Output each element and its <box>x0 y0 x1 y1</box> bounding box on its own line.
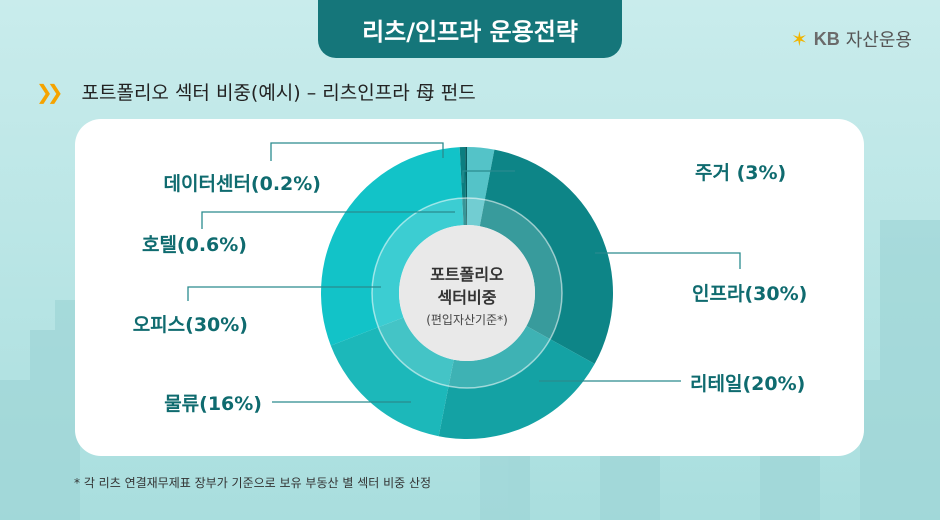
leader-line-5 <box>201 211 455 229</box>
leader-line-4 <box>187 286 381 301</box>
slice-label-4: 오피스(30%) <box>133 314 248 336</box>
center-label-line3: (편입자산기준*) <box>426 313 508 327</box>
center-label-line2: 섹터비중 <box>438 288 497 307</box>
slice-label-3: 물류(16%) <box>164 393 262 415</box>
donut-slice-6 <box>465 147 467 226</box>
leader-line-6 <box>270 142 444 161</box>
logo-text: 자산운용 <box>845 30 912 51</box>
brand-logo: ✶ KB 자산운용 <box>791 26 912 52</box>
kb-star-icon: ✶ <box>790 27 808 51</box>
chart-card: 포트폴리오 섹터비중 (편입자산기준*) 주거 (3%) 인프라(30%) 리테일(… <box>75 119 864 456</box>
leader-line-0 <box>462 170 515 183</box>
section-heading-text: 포트폴리오 섹터 비중(예시) – 리츠인프라 母 펀드 <box>81 82 476 104</box>
footnote: * 각 리츠 연결재무제표 장부가 기준으로 보유 부동산 별 섹터 비중 산정 <box>74 476 432 490</box>
slice-label-0: 주거 (3%) <box>695 162 786 184</box>
donut-slice-5 <box>459 147 467 226</box>
slice-label-1: 인프라(30%) <box>692 283 807 305</box>
donut-slice-2 <box>438 326 595 439</box>
center-label-line1: 포트폴리오 <box>430 265 504 284</box>
donut-slice-4 <box>321 147 464 346</box>
donut-slice-3 <box>330 317 454 437</box>
logo-mark: KB <box>813 28 840 49</box>
slice-label-5: 호텔(0.6%) <box>142 234 247 256</box>
donut-slice-0 <box>467 147 495 227</box>
double-chevron-right-icon: ❯❯ <box>36 79 63 104</box>
slice-label-2: 리테일(20%) <box>690 373 805 395</box>
section-heading: ❯❯ 포트폴리오 섹터 비중(예시) – 리츠인프라 母 펀드 <box>36 78 476 105</box>
slice-label-6: 데이터센터(0.2%) <box>164 173 321 195</box>
leader-line-1 <box>595 252 741 269</box>
sector-donut-chart: 포트폴리오 섹터비중 (편입자산기준*) 주거 (3%) 인프라(30%) 리테일(… <box>133 142 807 439</box>
donut-center <box>399 225 535 361</box>
donut-slice-1 <box>479 149 613 364</box>
page-title: 리츠/인프라 운용전략 <box>318 0 622 58</box>
